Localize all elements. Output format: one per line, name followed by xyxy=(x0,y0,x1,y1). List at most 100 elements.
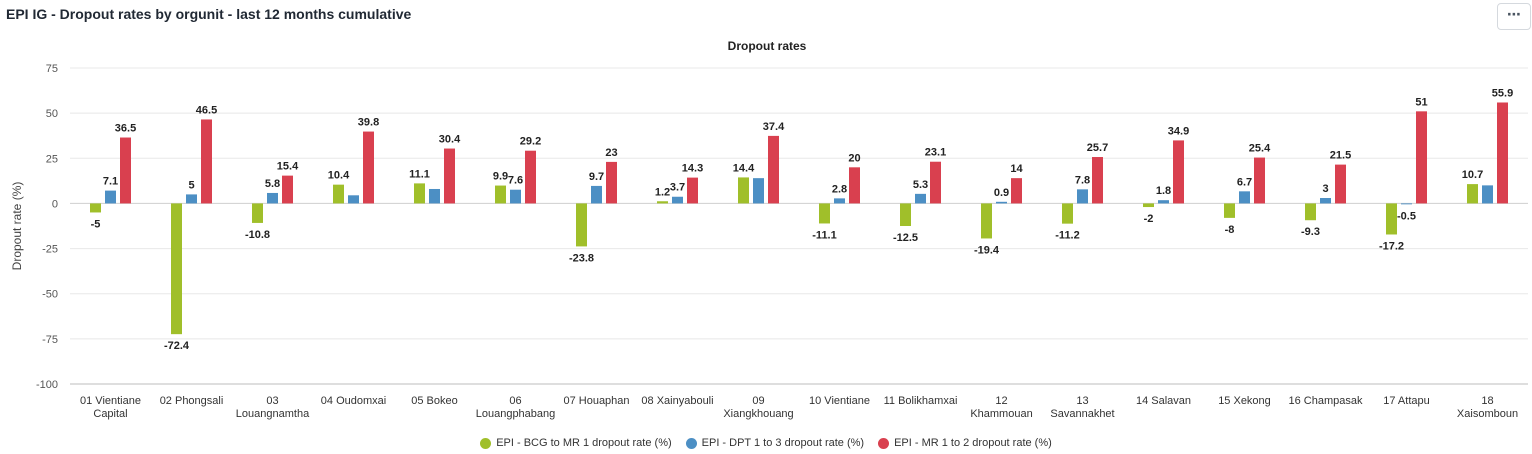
y-tick-label: 25 xyxy=(46,153,58,165)
legend-item[interactable]: EPI - MR 1 to 2 dropout rate (%) xyxy=(878,437,1052,449)
bar-mr12[interactable] xyxy=(1254,157,1265,204)
bar-dpt[interactable] xyxy=(753,178,764,204)
bar-dpt[interactable] xyxy=(834,198,845,204)
bar-dpt[interactable] xyxy=(186,194,197,204)
bar-dpt[interactable] xyxy=(510,189,521,204)
x-tick-label: 02 Phongsali xyxy=(160,395,224,407)
bar-mr12[interactable] xyxy=(444,148,455,204)
bar-dpt[interactable] xyxy=(591,185,602,204)
data-label: 6.7 xyxy=(1237,176,1252,188)
x-tick-label: 08 Xainyabouli xyxy=(641,395,713,407)
bar-bcg_mr1[interactable] xyxy=(495,185,506,204)
data-label: 34.9 xyxy=(1168,125,1189,137)
x-tick-label: 18 xyxy=(1481,395,1493,407)
x-tick-label: 12 xyxy=(995,395,1007,407)
data-label: 25.7 xyxy=(1087,142,1108,154)
data-label: 39.8 xyxy=(358,117,379,129)
x-tick-label: 06 xyxy=(509,395,521,407)
bar-dpt[interactable] xyxy=(1320,198,1331,204)
data-label: 5.8 xyxy=(265,178,280,190)
bar-bcg_mr1[interactable] xyxy=(657,201,668,204)
y-tick-label: -100 xyxy=(36,379,58,391)
x-tick-label: 03 xyxy=(266,395,278,407)
bar-dpt[interactable] xyxy=(1482,185,1493,204)
bar-bcg_mr1[interactable] xyxy=(252,203,263,223)
more-options-button[interactable]: ⋯ xyxy=(1497,3,1531,30)
data-label: -11.2 xyxy=(1055,230,1079,242)
data-label: -9.3 xyxy=(1301,226,1320,238)
data-label: 51 xyxy=(1415,96,1427,108)
data-label: 9.7 xyxy=(589,171,604,183)
data-label: 3 xyxy=(1322,183,1328,195)
bar-bcg_mr1[interactable] xyxy=(1305,203,1316,221)
bar-dpt[interactable] xyxy=(1077,189,1088,204)
data-label: 7.6 xyxy=(508,175,523,187)
y-axis-label: Dropout rate (%) xyxy=(10,182,24,271)
bar-mr12[interactable] xyxy=(1416,111,1427,204)
x-tick-label: Louangphabang xyxy=(476,408,556,420)
x-tick-label: 13 xyxy=(1076,395,1088,407)
bar-dpt[interactable] xyxy=(429,188,440,204)
y-tick-label: -50 xyxy=(42,289,58,301)
x-tick-label: 05 Bokeo xyxy=(411,395,457,407)
legend-swatch xyxy=(480,437,492,449)
bar-dpt[interactable] xyxy=(915,193,926,204)
bar-bcg_mr1[interactable] xyxy=(1062,203,1073,224)
bar-bcg_mr1[interactable] xyxy=(900,203,911,226)
bar-bcg_mr1[interactable] xyxy=(576,203,587,247)
bar-bcg_mr1[interactable] xyxy=(171,203,182,335)
bar-mr12[interactable] xyxy=(363,131,374,204)
bar-mr12[interactable] xyxy=(849,167,860,204)
bar-mr12[interactable] xyxy=(930,161,941,204)
bar-mr12[interactable] xyxy=(687,177,698,204)
data-label: 2.8 xyxy=(832,183,847,195)
bar-dpt[interactable] xyxy=(1158,200,1169,204)
data-label: 1.2 xyxy=(655,186,670,198)
bar-bcg_mr1[interactable] xyxy=(1224,203,1235,218)
data-label: -5 xyxy=(91,218,101,230)
data-label: 9.9 xyxy=(493,171,508,183)
bar-dpt[interactable] xyxy=(1401,203,1412,205)
data-label: -10.8 xyxy=(245,229,270,241)
legend-item[interactable]: EPI - DPT 1 to 3 dropout rate (%) xyxy=(685,437,864,449)
data-label: 5.3 xyxy=(913,179,928,191)
bar-bcg_mr1[interactable] xyxy=(1143,203,1154,208)
legend-item[interactable]: EPI - BCG to MR 1 dropout rate (%) xyxy=(480,437,672,449)
bar-bcg_mr1[interactable] xyxy=(414,183,425,204)
data-label: -2 xyxy=(1144,213,1154,225)
bar-mr12[interactable] xyxy=(1011,178,1022,204)
data-label: 29.2 xyxy=(520,136,541,148)
bar-mr12[interactable] xyxy=(1335,164,1346,204)
more-options-icon: ⋯ xyxy=(1507,6,1521,22)
bar-mr12[interactable] xyxy=(768,135,779,204)
bar-dpt[interactable] xyxy=(996,201,1007,204)
bar-bcg_mr1[interactable] xyxy=(981,203,992,239)
bar-mr12[interactable] xyxy=(606,161,617,204)
bar-dpt[interactable] xyxy=(672,196,683,204)
bar-mr12[interactable] xyxy=(120,137,131,204)
bar-mr12[interactable] xyxy=(1173,140,1184,204)
bar-mr12[interactable] xyxy=(282,175,293,204)
bar-bcg_mr1[interactable] xyxy=(90,203,101,213)
bar-bcg_mr1[interactable] xyxy=(738,177,749,204)
bar-mr12[interactable] xyxy=(201,119,212,204)
bar-bcg_mr1[interactable] xyxy=(1386,203,1397,235)
bar-bcg_mr1[interactable] xyxy=(819,203,830,224)
bar-dpt[interactable] xyxy=(1239,191,1250,204)
bar-mr12[interactable] xyxy=(1497,102,1508,204)
bar-mr12[interactable] xyxy=(1092,157,1103,204)
bar-dpt[interactable] xyxy=(348,195,359,204)
data-label: 23 xyxy=(605,147,617,159)
data-label: 15.4 xyxy=(277,161,299,173)
data-label: 30.4 xyxy=(439,134,461,146)
bar-mr12[interactable] xyxy=(525,150,536,204)
legend-swatch xyxy=(685,437,697,449)
bar-dpt[interactable] xyxy=(267,192,278,204)
bar-dpt[interactable] xyxy=(105,190,116,204)
legend-swatch xyxy=(878,437,890,449)
x-tick-label: Khammouan xyxy=(970,408,1032,420)
bar-bcg_mr1[interactable] xyxy=(1467,184,1478,204)
x-tick-label: 04 Oudomxai xyxy=(321,395,386,407)
data-label: -23.8 xyxy=(569,252,594,264)
bar-bcg_mr1[interactable] xyxy=(333,184,344,204)
